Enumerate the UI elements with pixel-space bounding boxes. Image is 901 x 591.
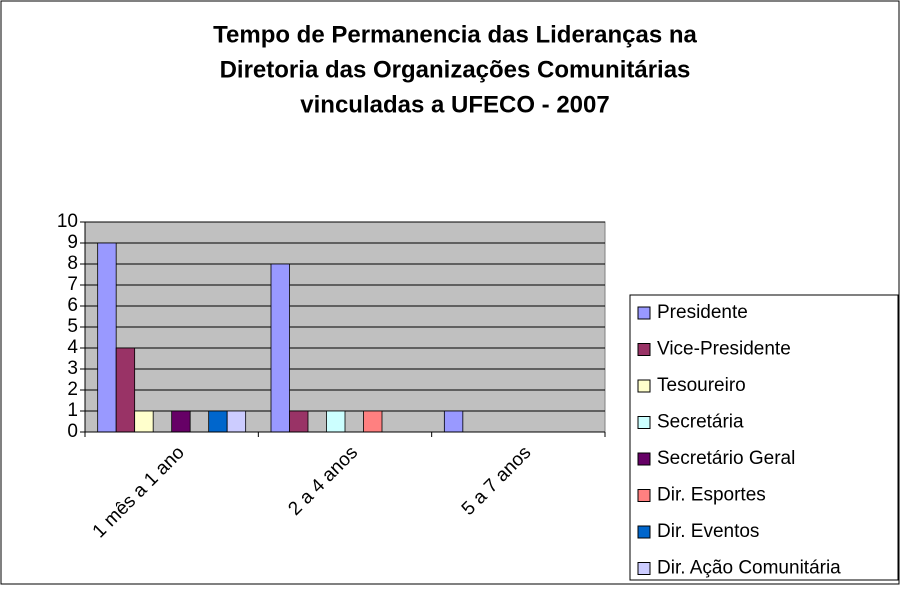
- bar: [443, 410, 464, 433]
- bar: [326, 410, 346, 433]
- y-tick-label: 9: [67, 232, 78, 253]
- y-tick-label: 1: [67, 400, 78, 421]
- y-tick-label: 4: [67, 337, 78, 358]
- legend-label: Dir. Esportes: [657, 485, 766, 506]
- bar: [208, 410, 228, 433]
- y-tick-label: 6: [67, 295, 78, 316]
- bar: [226, 410, 247, 433]
- chart-title: Diretoria das Organizações Comunitárias: [220, 56, 691, 83]
- legend-swatch: [637, 525, 651, 539]
- y-tick-label: 3: [67, 358, 78, 379]
- legend-label: Presidente: [657, 302, 748, 323]
- bar: [171, 410, 191, 433]
- y-tick-label: 10: [57, 211, 78, 232]
- bar: [97, 242, 117, 433]
- bar: [363, 410, 383, 433]
- y-tick-label: 2: [67, 379, 78, 400]
- legend-swatch: [637, 416, 651, 429]
- y-tick-label: 8: [67, 253, 78, 274]
- legend-label: Tesoureiro: [657, 375, 746, 396]
- chart-title: Tempo de Permanencia das Lideranças na: [213, 21, 697, 48]
- y-tick-label: 7: [67, 274, 78, 295]
- legend-swatch: [637, 562, 651, 575]
- chart-title: vinculadas a UFECO - 2007: [300, 91, 609, 118]
- bar: [270, 263, 290, 433]
- legend-swatch: [637, 489, 651, 502]
- legend-label: Vice-Presidente: [657, 339, 791, 360]
- legend-label: Secretária: [657, 412, 744, 433]
- legend-label: Secretário Geral: [657, 448, 795, 469]
- y-tick-label: 0: [67, 421, 78, 442]
- legend-swatch: [637, 379, 651, 393]
- legend-label: Dir. Ação Comunitária: [657, 558, 841, 579]
- bar: [115, 347, 136, 433]
- legend-swatch: [637, 306, 651, 320]
- legend-swatch: [637, 452, 651, 466]
- legend-label: Dir. Eventos: [657, 521, 759, 542]
- legend-box: [629, 294, 899, 581]
- bar: [134, 410, 154, 433]
- bar: [289, 410, 309, 433]
- legend-swatch: [637, 343, 651, 356]
- y-tick-label: 5: [67, 316, 78, 337]
